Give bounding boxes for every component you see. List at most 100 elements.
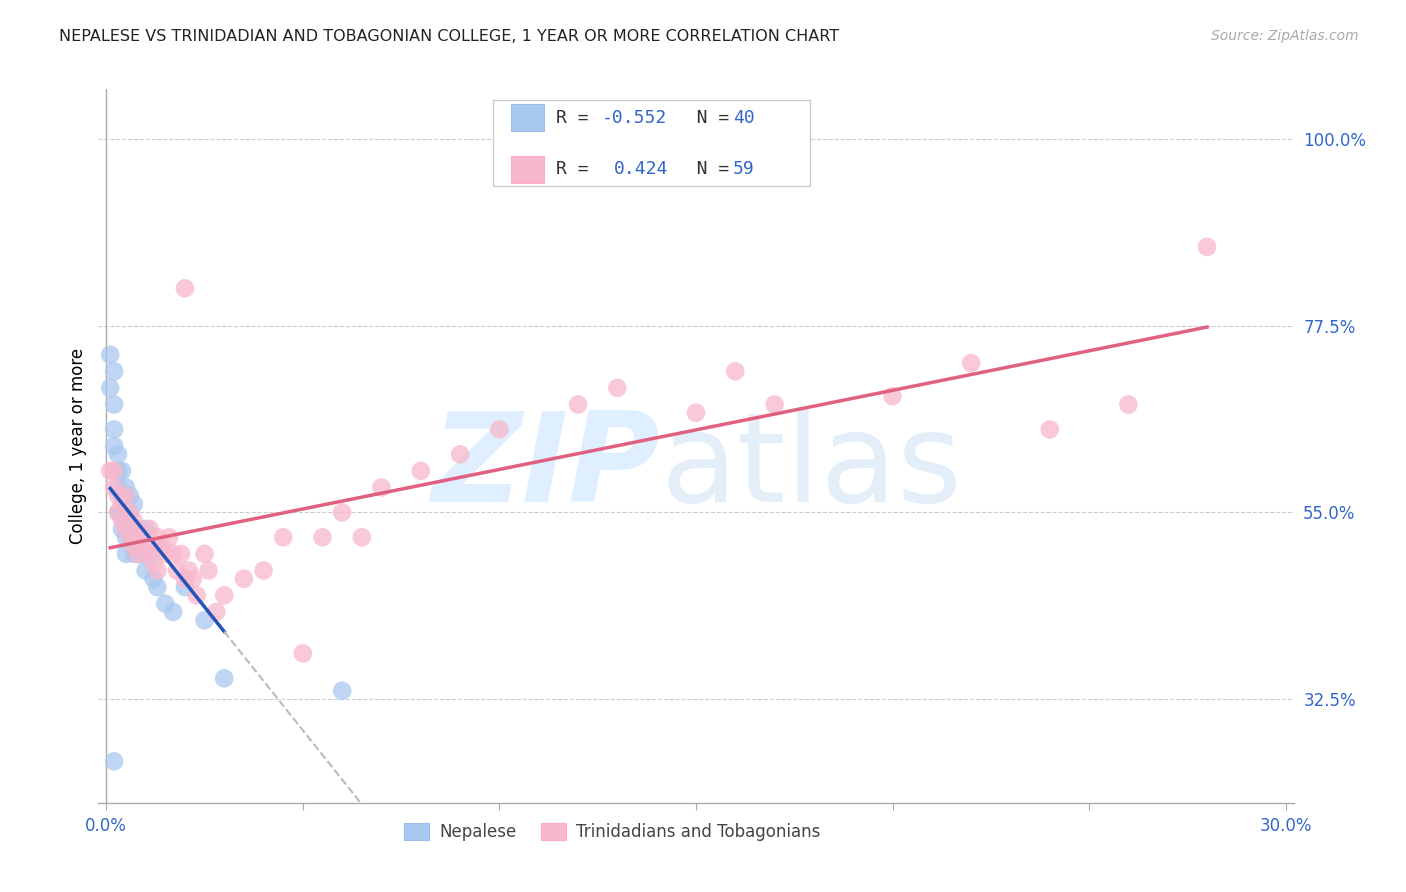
Point	[960, 356, 983, 370]
Point	[162, 605, 184, 619]
Point	[724, 364, 747, 378]
Point	[1195, 240, 1218, 254]
Point	[103, 397, 125, 411]
Point	[138, 522, 160, 536]
Point	[103, 422, 125, 436]
Point	[122, 514, 145, 528]
Point	[107, 489, 129, 503]
Point	[409, 464, 432, 478]
Point	[115, 530, 138, 544]
Point	[111, 464, 134, 478]
Point	[98, 464, 121, 478]
Point	[193, 547, 215, 561]
Point	[488, 422, 510, 436]
Point	[118, 489, 141, 503]
Point	[127, 547, 149, 561]
Text: 59: 59	[733, 161, 755, 178]
Point	[146, 564, 169, 578]
FancyBboxPatch shape	[494, 100, 810, 186]
Point	[606, 381, 628, 395]
Point	[103, 754, 125, 768]
Point	[135, 522, 157, 536]
Point	[115, 547, 138, 561]
Point	[155, 597, 177, 611]
Y-axis label: College, 1 year or more: College, 1 year or more	[69, 348, 87, 544]
Point	[115, 497, 138, 511]
Point	[150, 539, 173, 553]
Point	[232, 572, 254, 586]
Text: R =: R =	[557, 161, 610, 178]
Legend: Nepalese, Trinidadians and Tobagonians: Nepalese, Trinidadians and Tobagonians	[398, 816, 827, 848]
Point	[170, 547, 193, 561]
Point	[115, 481, 138, 495]
Text: ZIP: ZIP	[432, 407, 661, 528]
Point	[174, 580, 197, 594]
Point	[1118, 397, 1140, 411]
Point	[685, 406, 707, 420]
Point	[103, 439, 125, 453]
Point	[115, 522, 138, 536]
Point	[107, 464, 129, 478]
Point	[330, 683, 353, 698]
Point	[567, 397, 589, 411]
Point	[181, 572, 204, 586]
FancyBboxPatch shape	[510, 104, 544, 131]
Point	[131, 547, 153, 561]
Point	[271, 530, 294, 544]
Point	[98, 381, 121, 395]
Point	[103, 464, 125, 478]
Point	[122, 539, 145, 553]
Point	[370, 481, 392, 495]
Point	[212, 588, 235, 602]
Text: NEPALESE VS TRINIDADIAN AND TOBAGONIAN COLLEGE, 1 YEAR OR MORE CORRELATION CHART: NEPALESE VS TRINIDADIAN AND TOBAGONIAN C…	[59, 29, 839, 44]
Point	[118, 505, 141, 519]
Point	[142, 555, 165, 569]
Point	[177, 564, 200, 578]
Point	[174, 572, 197, 586]
Point	[1039, 422, 1062, 436]
Point	[135, 564, 157, 578]
Text: Source: ZipAtlas.com: Source: ZipAtlas.com	[1211, 29, 1358, 43]
Text: R =: R =	[557, 109, 599, 127]
Point	[166, 564, 188, 578]
Point	[111, 514, 134, 528]
Point	[107, 447, 129, 461]
Point	[107, 481, 129, 495]
Point	[122, 547, 145, 561]
Text: -0.552: -0.552	[602, 109, 666, 127]
Point	[118, 505, 141, 519]
Point	[157, 530, 180, 544]
Point	[127, 547, 149, 561]
Point	[107, 505, 129, 519]
Point	[98, 348, 121, 362]
Point	[118, 530, 141, 544]
Point	[330, 505, 353, 519]
Point	[118, 530, 141, 544]
Point	[127, 522, 149, 536]
FancyBboxPatch shape	[510, 155, 544, 183]
Point	[252, 564, 274, 578]
Point	[197, 564, 219, 578]
Point	[131, 530, 153, 544]
Point	[142, 572, 165, 586]
Text: N =: N =	[664, 161, 740, 178]
Point	[142, 539, 165, 553]
Point	[127, 530, 149, 544]
Point	[146, 580, 169, 594]
Point	[122, 497, 145, 511]
Point	[111, 497, 134, 511]
Point	[350, 530, 373, 544]
Point	[122, 522, 145, 536]
Point	[193, 613, 215, 627]
Point	[115, 489, 138, 503]
Point	[162, 547, 184, 561]
Text: N =: N =	[664, 109, 740, 127]
Point	[212, 671, 235, 685]
Point	[103, 364, 125, 378]
Point	[138, 547, 160, 561]
Text: 40: 40	[733, 109, 755, 127]
Point	[311, 530, 333, 544]
Point	[135, 539, 157, 553]
Point	[882, 389, 904, 403]
Point	[186, 588, 208, 602]
